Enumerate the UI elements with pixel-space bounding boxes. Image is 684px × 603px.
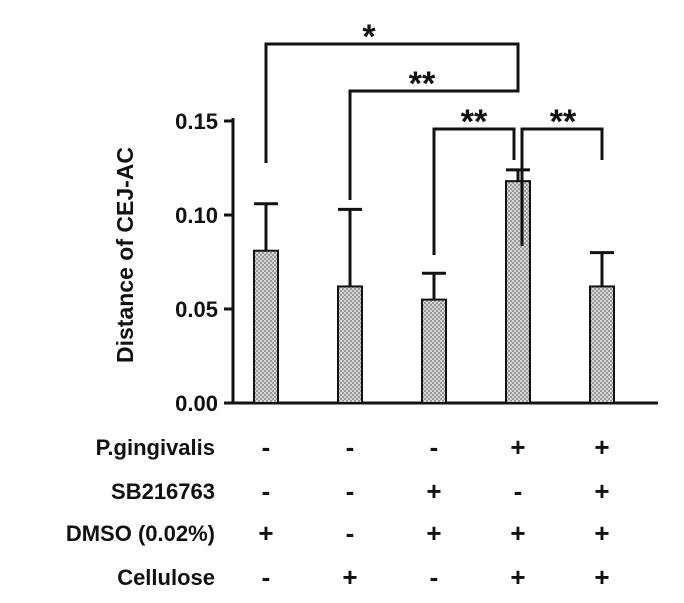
bar	[589, 285, 615, 404]
bar	[505, 180, 531, 404]
condition-sign: +	[594, 432, 609, 462]
y-axis: 0.00 0.05 0.10 0.15 Distance of CEJ-AC	[112, 109, 235, 416]
condition-sign: +	[426, 476, 441, 506]
significance-bracket	[348, 84, 520, 200]
bar	[253, 249, 279, 404]
significance-bracket	[264, 42, 520, 163]
significance-bracket	[432, 127, 516, 255]
condition-sign: -	[346, 476, 355, 506]
condition-sign: +	[594, 518, 609, 548]
significance-label: **	[461, 103, 488, 141]
condition-sign: +	[510, 562, 525, 592]
condition-sign: -	[430, 562, 439, 592]
condition-sign: +	[426, 518, 441, 548]
condition-sign: +	[342, 562, 357, 592]
significance-label: **	[550, 103, 577, 141]
condition-label: SB216763	[111, 479, 215, 504]
condition-label: DMSO (0.02%)	[66, 521, 215, 546]
condition-sign: +	[594, 562, 609, 592]
significance-label: **	[409, 65, 436, 103]
condition-table: P.gingivalis - - - + + SB216763 - - + - + DMSO (0.02…	[66, 432, 610, 592]
y-tick-label: 0.05	[175, 297, 218, 322]
bar	[337, 285, 363, 404]
error-bars	[254, 168, 614, 300]
significance-brackets: ***** **	[264, 18, 604, 255]
significance-bracket	[520, 127, 604, 246]
condition-sign: +	[594, 476, 609, 506]
condition-sign: -	[430, 432, 439, 462]
bar	[421, 298, 447, 405]
condition-sign: -	[346, 518, 355, 548]
condition-sign: -	[262, 562, 271, 592]
condition-sign: -	[262, 476, 271, 506]
significance-label: *	[362, 18, 376, 56]
y-tick-label: 0.10	[175, 203, 218, 228]
y-ticks: 0.00 0.05 0.10 0.15	[175, 109, 233, 416]
y-tick-label: 0.00	[175, 391, 218, 416]
condition-sign: +	[510, 518, 525, 548]
condition-sign: -	[262, 432, 271, 462]
condition-label: Cellulose	[117, 565, 215, 590]
condition-label: P.gingivalis	[96, 435, 215, 460]
y-tick-label: 0.15	[175, 109, 218, 134]
y-axis-label: Distance of CEJ-AC	[112, 147, 138, 363]
condition-sign: +	[258, 518, 273, 548]
condition-sign: +	[510, 432, 525, 462]
condition-sign: -	[346, 432, 355, 462]
condition-sign: -	[514, 476, 523, 506]
